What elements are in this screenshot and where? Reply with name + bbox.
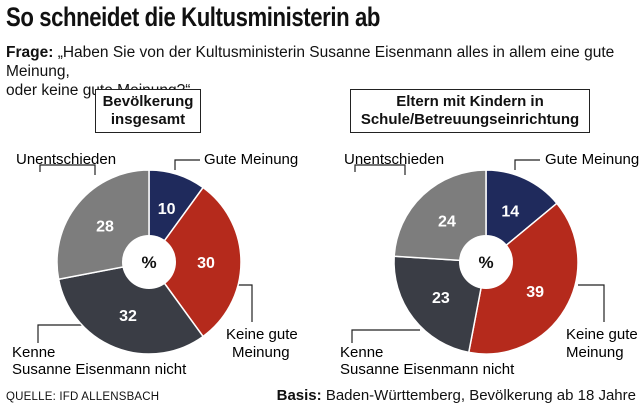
- pie1-gute-leader: [175, 160, 200, 170]
- pie1-gute-label: Gute Meinung: [204, 151, 298, 168]
- source-note: QUELLE: IFD ALLENSBACH: [6, 391, 159, 403]
- pie2-value-label-3: 23: [432, 290, 450, 307]
- pie-layer: 10 30 32 28% 14 39 23 24%: [57, 170, 578, 354]
- pie2-gute-label: Gute Meinung: [545, 151, 639, 168]
- basis-note: Basis: Baden-Württemberg, Bevölkerung ab…: [277, 387, 636, 404]
- pie1-center-label: %: [141, 253, 156, 272]
- pie1-keine-label-1: Keine gute: [226, 326, 298, 343]
- pie2-center-label: %: [478, 253, 493, 272]
- pie1-kenne-label-1: Kenne: [12, 344, 55, 361]
- pie2-keine-label-2: Meinung: [566, 344, 624, 361]
- pie1-value-label-4: 28: [96, 219, 114, 236]
- pie1-keine-label-2: Meinung: [232, 344, 290, 361]
- pie2-unent-label: Unentschieden: [344, 151, 444, 168]
- basis-label: Basis:: [277, 387, 322, 404]
- pie1-value-label-2: 30: [197, 255, 215, 272]
- pie2-value-label-2: 39: [526, 284, 544, 301]
- pie1-value-label-3: 32: [119, 308, 137, 325]
- pie2-kenne-leader: [352, 330, 420, 343]
- pie2-kenne-label-2: Susanne Eisenmann nicht: [340, 361, 515, 378]
- pie2-keine-leader: [578, 285, 604, 322]
- pie1-unent-label: Unentschieden: [16, 151, 116, 168]
- pie1-kenne-label-2: Susanne Eisenmann nicht: [12, 361, 187, 378]
- pie2-gute-leader: [515, 160, 540, 170]
- pie1-value-label-1: 10: [158, 201, 176, 218]
- pie2-keine-label-1: Keine gute: [566, 326, 638, 343]
- pie2-kenne-label-1: Kenne: [340, 344, 383, 361]
- pie2-value-label-1: 14: [501, 203, 519, 220]
- pie2-value-label-4: 24: [438, 213, 456, 230]
- basis-text: Baden-Württemberg, Bevölkerung ab 18 Jah…: [326, 387, 636, 404]
